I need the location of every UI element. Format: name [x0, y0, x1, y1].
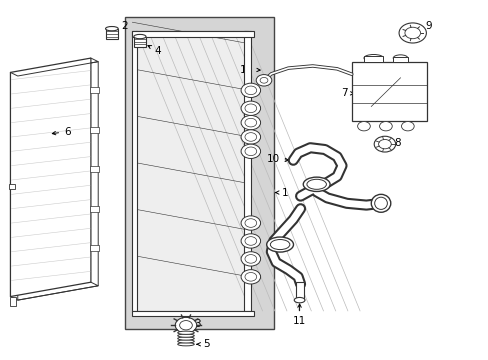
Text: 9: 9 [417, 21, 430, 31]
Bar [244, 31, 250, 311]
Circle shape [241, 116, 260, 130]
Text: 5: 5 [197, 339, 209, 349]
Bar [105, 29, 118, 40]
Ellipse shape [105, 27, 118, 31]
Bar [10, 297, 16, 306]
Ellipse shape [306, 179, 326, 189]
Text: 4: 4 [148, 45, 161, 56]
Circle shape [244, 147, 256, 156]
Circle shape [357, 122, 369, 131]
Bar [90, 87, 99, 93]
Bar [9, 184, 15, 189]
Bar [90, 206, 99, 212]
Circle shape [241, 130, 260, 144]
Ellipse shape [177, 340, 194, 343]
Circle shape [244, 104, 256, 113]
Text: 11: 11 [292, 304, 305, 326]
Circle shape [244, 237, 256, 245]
Polygon shape [18, 62, 98, 300]
Circle shape [244, 86, 256, 95]
Circle shape [244, 255, 256, 263]
Text: 10: 10 [266, 154, 288, 164]
Bar [136, 31, 248, 311]
Circle shape [260, 77, 267, 83]
Bar [363, 56, 383, 62]
Text: 3: 3 [186, 319, 200, 329]
Text: 6: 6 [52, 127, 71, 136]
Bar [351, 62, 427, 121]
Circle shape [244, 273, 256, 281]
Circle shape [404, 27, 420, 39]
Circle shape [378, 139, 390, 149]
Ellipse shape [370, 194, 390, 212]
Ellipse shape [303, 177, 329, 192]
Bar [295, 282, 303, 300]
Bar [392, 57, 407, 62]
Text: 2: 2 [114, 21, 128, 33]
Ellipse shape [177, 331, 194, 334]
Bar [90, 166, 99, 172]
Bar [90, 127, 99, 133]
Ellipse shape [270, 239, 289, 249]
Text: 1: 1 [275, 188, 288, 198]
Ellipse shape [177, 337, 194, 340]
Ellipse shape [392, 55, 407, 61]
Ellipse shape [177, 334, 194, 337]
Bar [132, 31, 137, 311]
Circle shape [398, 23, 426, 43]
Ellipse shape [177, 343, 194, 346]
Bar [125, 17, 273, 329]
Bar [132, 31, 254, 37]
Text: 12: 12 [240, 64, 260, 75]
Circle shape [244, 219, 256, 227]
Ellipse shape [134, 35, 146, 39]
Circle shape [244, 133, 256, 141]
Ellipse shape [294, 297, 305, 303]
Ellipse shape [266, 237, 293, 252]
Circle shape [241, 216, 260, 230]
Circle shape [241, 234, 260, 248]
Text: 7: 7 [341, 88, 353, 98]
Circle shape [244, 118, 256, 127]
Ellipse shape [363, 54, 383, 62]
Bar [90, 245, 99, 251]
Polygon shape [10, 58, 91, 297]
Circle shape [241, 252, 260, 266]
Circle shape [401, 122, 413, 131]
Text: 8: 8 [385, 139, 401, 148]
Bar [132, 311, 254, 316]
Circle shape [379, 122, 391, 131]
Circle shape [241, 144, 260, 158]
Bar [134, 37, 146, 47]
Circle shape [373, 136, 395, 152]
Circle shape [241, 83, 260, 98]
Ellipse shape [374, 197, 386, 210]
Circle shape [241, 101, 260, 116]
Circle shape [179, 320, 192, 330]
Circle shape [175, 318, 196, 333]
Circle shape [241, 270, 260, 284]
Circle shape [256, 75, 271, 86]
